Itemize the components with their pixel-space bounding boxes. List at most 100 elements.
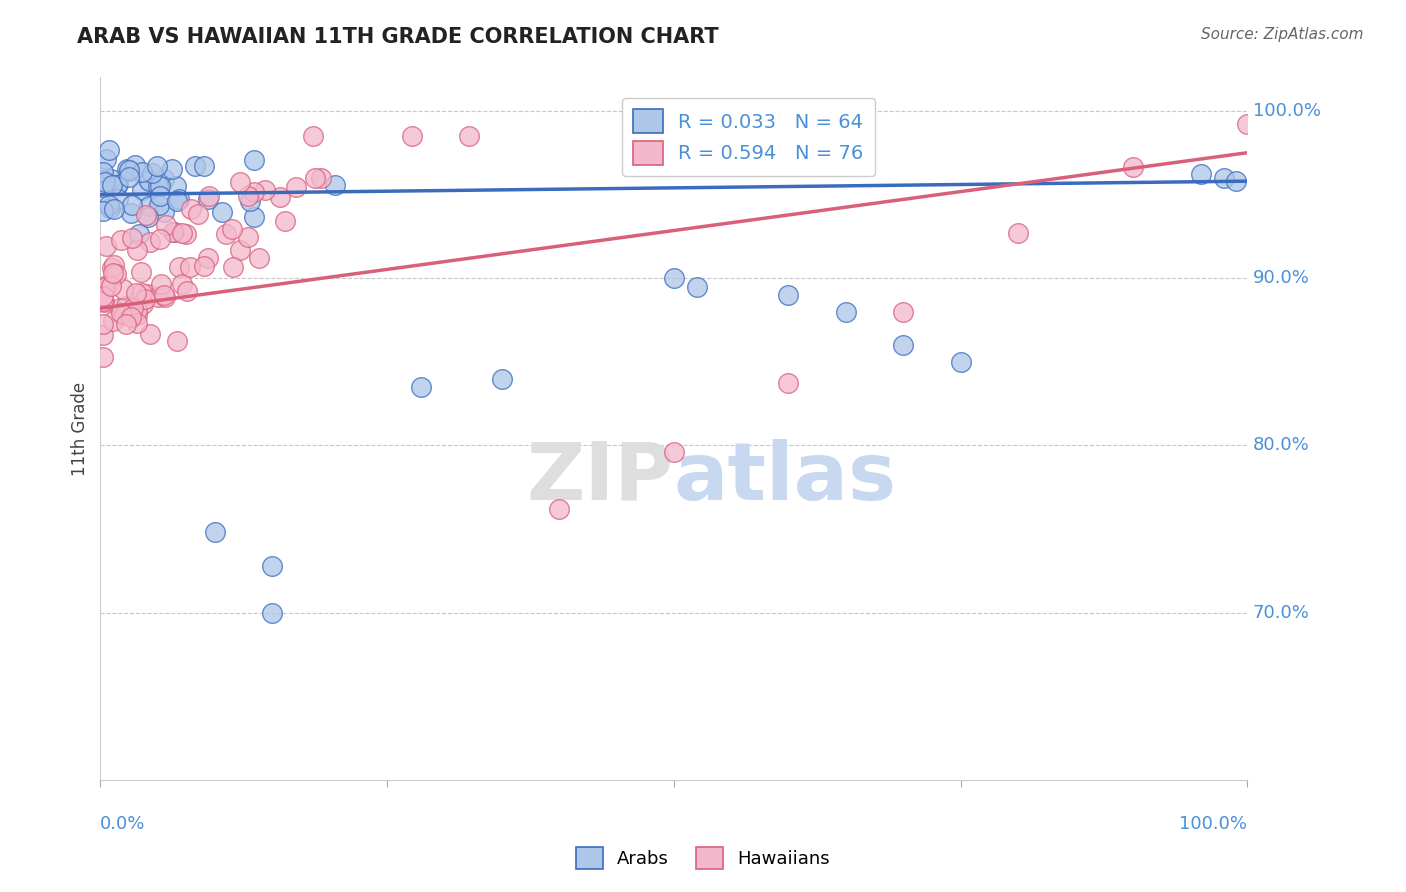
Point bbox=[302, 128, 325, 143]
Point bbox=[120, 206, 142, 220]
Point bbox=[152, 171, 174, 186]
Point bbox=[155, 218, 177, 232]
Point bbox=[104, 267, 127, 281]
Point bbox=[128, 227, 150, 241]
Point bbox=[131, 164, 153, 178]
Point bbox=[174, 227, 197, 241]
Point bbox=[148, 178, 170, 193]
Point bbox=[91, 317, 114, 331]
Point bbox=[269, 190, 291, 204]
Point bbox=[176, 284, 198, 298]
Point bbox=[91, 350, 114, 364]
Point bbox=[149, 277, 172, 291]
Text: ARAB VS HAWAIIAN 11TH GRADE CORRELATION CHART: ARAB VS HAWAIIAN 11TH GRADE CORRELATION … bbox=[77, 27, 718, 46]
Point bbox=[138, 173, 160, 187]
Point bbox=[121, 197, 143, 211]
Point bbox=[401, 128, 423, 143]
Point bbox=[146, 290, 169, 304]
Point bbox=[686, 279, 709, 293]
Point bbox=[146, 159, 169, 173]
Point bbox=[103, 258, 125, 272]
Point bbox=[138, 174, 160, 188]
Point bbox=[891, 338, 914, 352]
Point bbox=[94, 175, 117, 189]
Point bbox=[162, 226, 184, 240]
Point bbox=[243, 186, 266, 200]
Point bbox=[548, 502, 571, 516]
Point bbox=[262, 606, 284, 620]
Point bbox=[163, 226, 186, 240]
Point bbox=[411, 380, 433, 394]
Point bbox=[304, 171, 326, 186]
Point bbox=[135, 286, 157, 301]
Point bbox=[135, 208, 157, 222]
Point bbox=[491, 371, 513, 385]
Point bbox=[112, 308, 135, 322]
Point bbox=[166, 194, 188, 208]
Point bbox=[115, 317, 138, 331]
Point bbox=[458, 128, 481, 143]
Point bbox=[141, 166, 163, 180]
Point bbox=[149, 231, 172, 245]
Point bbox=[91, 328, 114, 343]
Point bbox=[91, 179, 114, 194]
Point bbox=[91, 172, 114, 186]
Legend: Arabs, Hawaiians: Arabs, Hawaiians bbox=[568, 839, 838, 876]
Point bbox=[98, 143, 121, 157]
Point bbox=[101, 260, 124, 275]
Point bbox=[179, 260, 201, 274]
Point bbox=[117, 170, 139, 185]
Point bbox=[131, 183, 153, 197]
Point bbox=[211, 204, 233, 219]
Point bbox=[891, 305, 914, 319]
Point bbox=[115, 161, 138, 176]
Point bbox=[242, 210, 264, 224]
Point bbox=[166, 334, 188, 348]
Point bbox=[221, 222, 243, 236]
Point bbox=[139, 235, 162, 250]
Point bbox=[139, 327, 162, 342]
Point bbox=[107, 193, 129, 207]
Point bbox=[91, 293, 114, 308]
Point bbox=[91, 165, 114, 179]
Point bbox=[132, 297, 155, 311]
Point bbox=[1189, 168, 1212, 182]
Point bbox=[91, 203, 114, 218]
Point bbox=[662, 445, 685, 459]
Point bbox=[835, 304, 858, 318]
Point bbox=[778, 288, 800, 302]
Point bbox=[127, 244, 149, 258]
Point bbox=[238, 194, 260, 209]
Y-axis label: 11th Grade: 11th Grade bbox=[72, 382, 89, 475]
Point bbox=[98, 201, 121, 215]
Point bbox=[107, 177, 129, 191]
Point bbox=[228, 175, 250, 189]
Point bbox=[778, 376, 800, 391]
Point bbox=[167, 192, 190, 206]
Point bbox=[100, 278, 122, 293]
Point bbox=[101, 266, 124, 280]
Point bbox=[105, 178, 128, 192]
Point bbox=[236, 229, 259, 244]
Point bbox=[1007, 227, 1029, 241]
Point bbox=[148, 197, 170, 211]
Point bbox=[115, 299, 138, 313]
Point bbox=[120, 310, 142, 325]
Point bbox=[183, 159, 205, 173]
Point bbox=[110, 306, 132, 320]
Point bbox=[323, 178, 346, 193]
Point bbox=[127, 316, 149, 330]
Point bbox=[100, 178, 122, 193]
Point bbox=[169, 260, 191, 275]
Point bbox=[180, 202, 202, 217]
Point bbox=[215, 227, 238, 241]
Text: 70.0%: 70.0% bbox=[1253, 604, 1310, 622]
Text: ZIP: ZIP bbox=[527, 439, 673, 517]
Point bbox=[166, 179, 188, 194]
Point bbox=[238, 189, 260, 203]
Point bbox=[187, 207, 209, 221]
Point bbox=[149, 189, 172, 203]
Point bbox=[222, 260, 245, 275]
Point bbox=[170, 277, 193, 292]
Point bbox=[94, 280, 117, 294]
